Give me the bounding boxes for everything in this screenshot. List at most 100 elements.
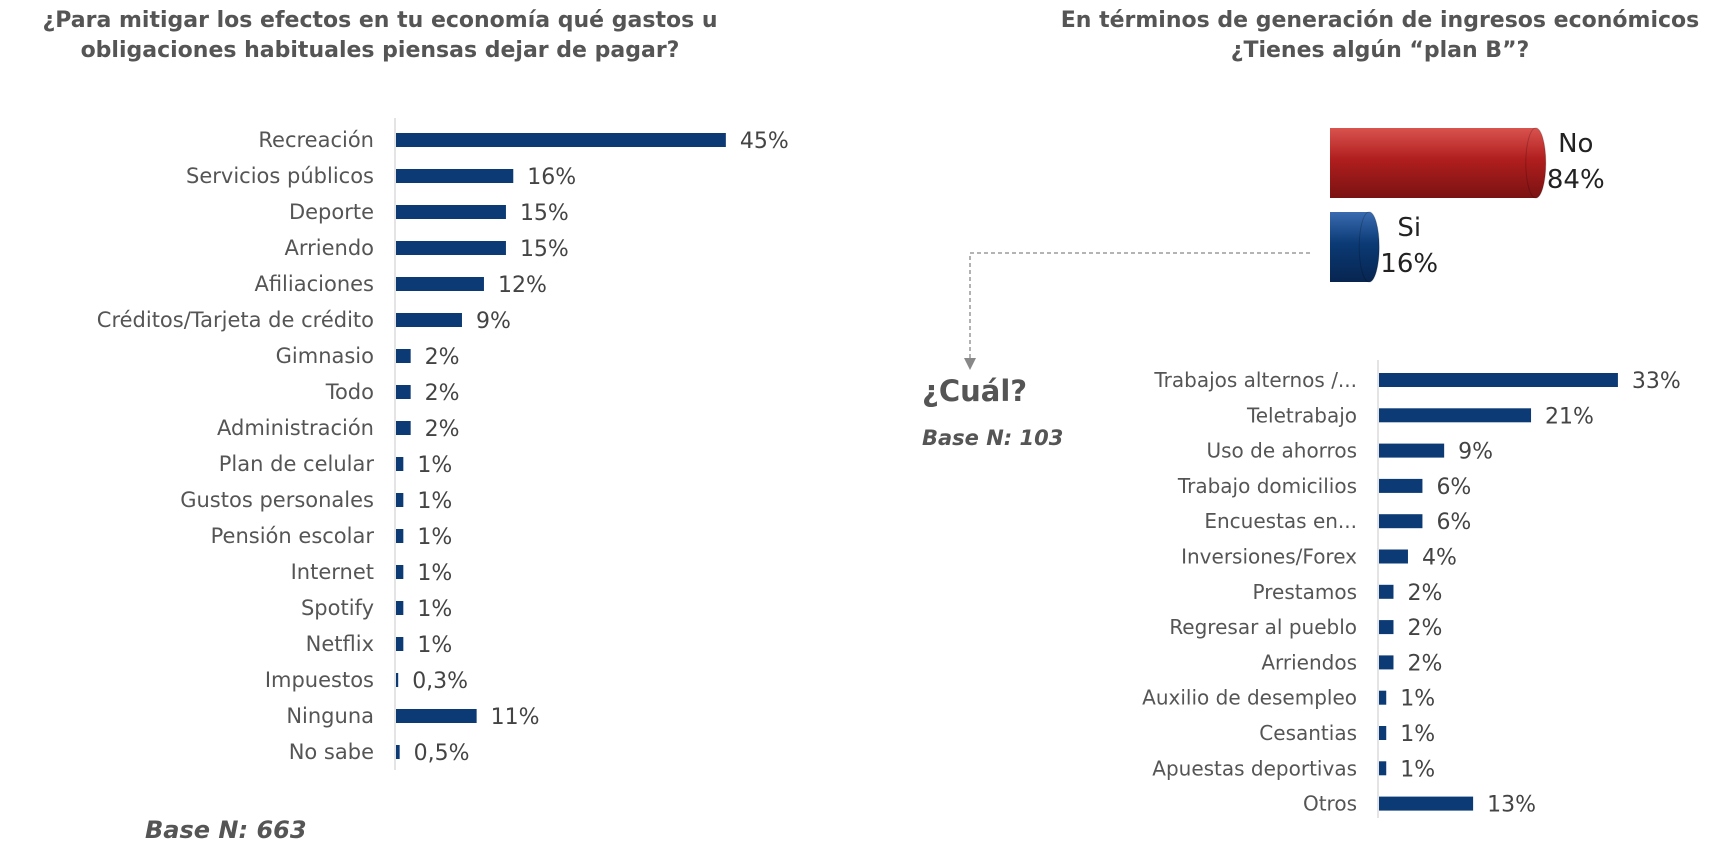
left-category-label: Deporte <box>289 200 374 224</box>
left-bar <box>396 169 514 183</box>
left-category-label: Gustos personales <box>180 488 374 512</box>
left-category-label: No sabe <box>289 740 374 764</box>
left-chart-title: ¿Para mitigar los efectos en tu economía… <box>42 8 718 63</box>
right-value-label: 9% <box>1458 440 1493 465</box>
planb-category-label: No <box>1558 129 1593 159</box>
left-value-label: 1% <box>417 633 452 658</box>
left-value-label: 0,5% <box>414 741 470 766</box>
right-value-label: 21% <box>1545 404 1594 429</box>
right-value-label: 1% <box>1400 722 1435 747</box>
left-value-label: 1% <box>417 525 452 550</box>
left-category-label: Netflix <box>306 632 374 656</box>
planb-value-label: 84% <box>1547 165 1605 195</box>
right-bar <box>1379 549 1408 564</box>
right-category-label: Inversiones/Forex <box>1181 545 1357 569</box>
base-left-note: Base N: 663 <box>145 816 307 844</box>
right-value-label: 33% <box>1632 369 1681 394</box>
left-bar <box>396 385 411 399</box>
right-value-label: 6% <box>1436 510 1471 535</box>
right-bar <box>1379 796 1474 811</box>
left-value-label: 2% <box>425 417 460 442</box>
right-category-label: Trabajo domicilios <box>1177 474 1357 498</box>
left-category-label: Spotify <box>301 596 374 620</box>
left-value-label: 16% <box>527 165 576 190</box>
right-bar <box>1379 514 1423 529</box>
left-value-label: 12% <box>498 273 547 298</box>
right-bar <box>1379 478 1423 493</box>
right-category-label: Cesantias <box>1259 721 1357 745</box>
left-category-label: Todo <box>325 380 374 404</box>
left-bar <box>396 349 411 363</box>
right-value-label: 4% <box>1422 546 1457 571</box>
right-bar <box>1379 690 1387 705</box>
left-value-label: 0,3% <box>412 669 468 694</box>
left-value-label: 1% <box>417 561 452 586</box>
right-bar <box>1379 761 1387 776</box>
left-value-label: 9% <box>476 309 511 334</box>
left-bar <box>396 745 400 759</box>
right-category-label: Otros <box>1303 792 1357 816</box>
right-bar <box>1379 584 1394 599</box>
right-category-label: Auxilio de desempleo <box>1142 686 1357 710</box>
left-bar <box>396 241 506 255</box>
left-bar <box>396 457 404 471</box>
left-category-label: Recreación <box>258 128 374 152</box>
left-category-label: Servicios públicos <box>186 164 374 188</box>
left-category-label: Internet <box>291 560 374 584</box>
planb-category-label: Si <box>1397 213 1421 243</box>
right-category-label: Encuestas en... <box>1204 509 1357 533</box>
right-bar <box>1379 408 1532 423</box>
left-category-label: Gimnasio <box>276 344 374 368</box>
left-value-label: 2% <box>425 381 460 406</box>
right-bar <box>1379 655 1394 670</box>
planb-bar <box>1330 128 1536 198</box>
left-value-label: 1% <box>417 489 452 514</box>
planb-bar-cap <box>1358 211 1380 283</box>
right-bar <box>1379 726 1387 740</box>
left-bar <box>396 133 726 147</box>
left-category-label: Créditos/Tarjeta de crédito <box>97 308 374 332</box>
right-value-label: 1% <box>1400 687 1435 712</box>
right-category-label: Teletrabajo <box>1246 403 1357 427</box>
right-value-label: 2% <box>1407 616 1442 641</box>
right-category-label: Apuestas deportivas <box>1152 756 1357 780</box>
left-value-label: 1% <box>417 597 452 622</box>
left-category-label: Afiliaciones <box>254 272 374 296</box>
right-value-label: 2% <box>1407 581 1442 606</box>
left-bar <box>396 205 506 219</box>
right-category-label: Arriendos <box>1261 650 1357 674</box>
left-value-label: 15% <box>520 237 569 262</box>
left-value-label: 15% <box>520 201 569 226</box>
left-bar <box>396 421 411 435</box>
right-value-label: 6% <box>1436 475 1471 500</box>
base-right-note: Base N: 103 <box>922 426 1064 450</box>
right-bar <box>1379 373 1618 387</box>
left-bar <box>396 637 404 651</box>
left-bar <box>396 277 484 291</box>
left-category-label: Impuestos <box>265 668 374 692</box>
left-category-label: Ninguna <box>286 704 374 728</box>
left-category-label: Arriendo <box>284 236 374 260</box>
left-bar <box>396 313 462 327</box>
right-value-label: 13% <box>1487 793 1536 818</box>
left-bar <box>396 601 404 615</box>
right-category-label: Trabajos alternos /... <box>1153 368 1357 392</box>
connector-line <box>969 252 1310 362</box>
right-category-label: Prestamos <box>1253 580 1357 604</box>
right-category-label: Regresar al pueblo <box>1169 615 1357 639</box>
left-value-label: 11% <box>491 705 540 730</box>
right-bar <box>1379 443 1445 458</box>
left-value-label: 45% <box>740 129 789 154</box>
right-value-label: 1% <box>1400 757 1435 782</box>
left-bar <box>396 529 404 543</box>
left-value-label: 1% <box>417 453 452 478</box>
left-category-label: Administración <box>217 416 374 440</box>
right-chart-title: En términos de generación de ingresos ec… <box>1060 8 1700 63</box>
right-bar <box>1379 620 1394 635</box>
cual-heading: ¿Cuál? <box>922 374 1028 408</box>
connector-arrow-icon <box>964 358 976 370</box>
right-category-label: Uso de ahorros <box>1207 439 1358 463</box>
left-category-label: Plan de celular <box>219 452 375 476</box>
left-category-label: Pensión escolar <box>211 524 375 548</box>
